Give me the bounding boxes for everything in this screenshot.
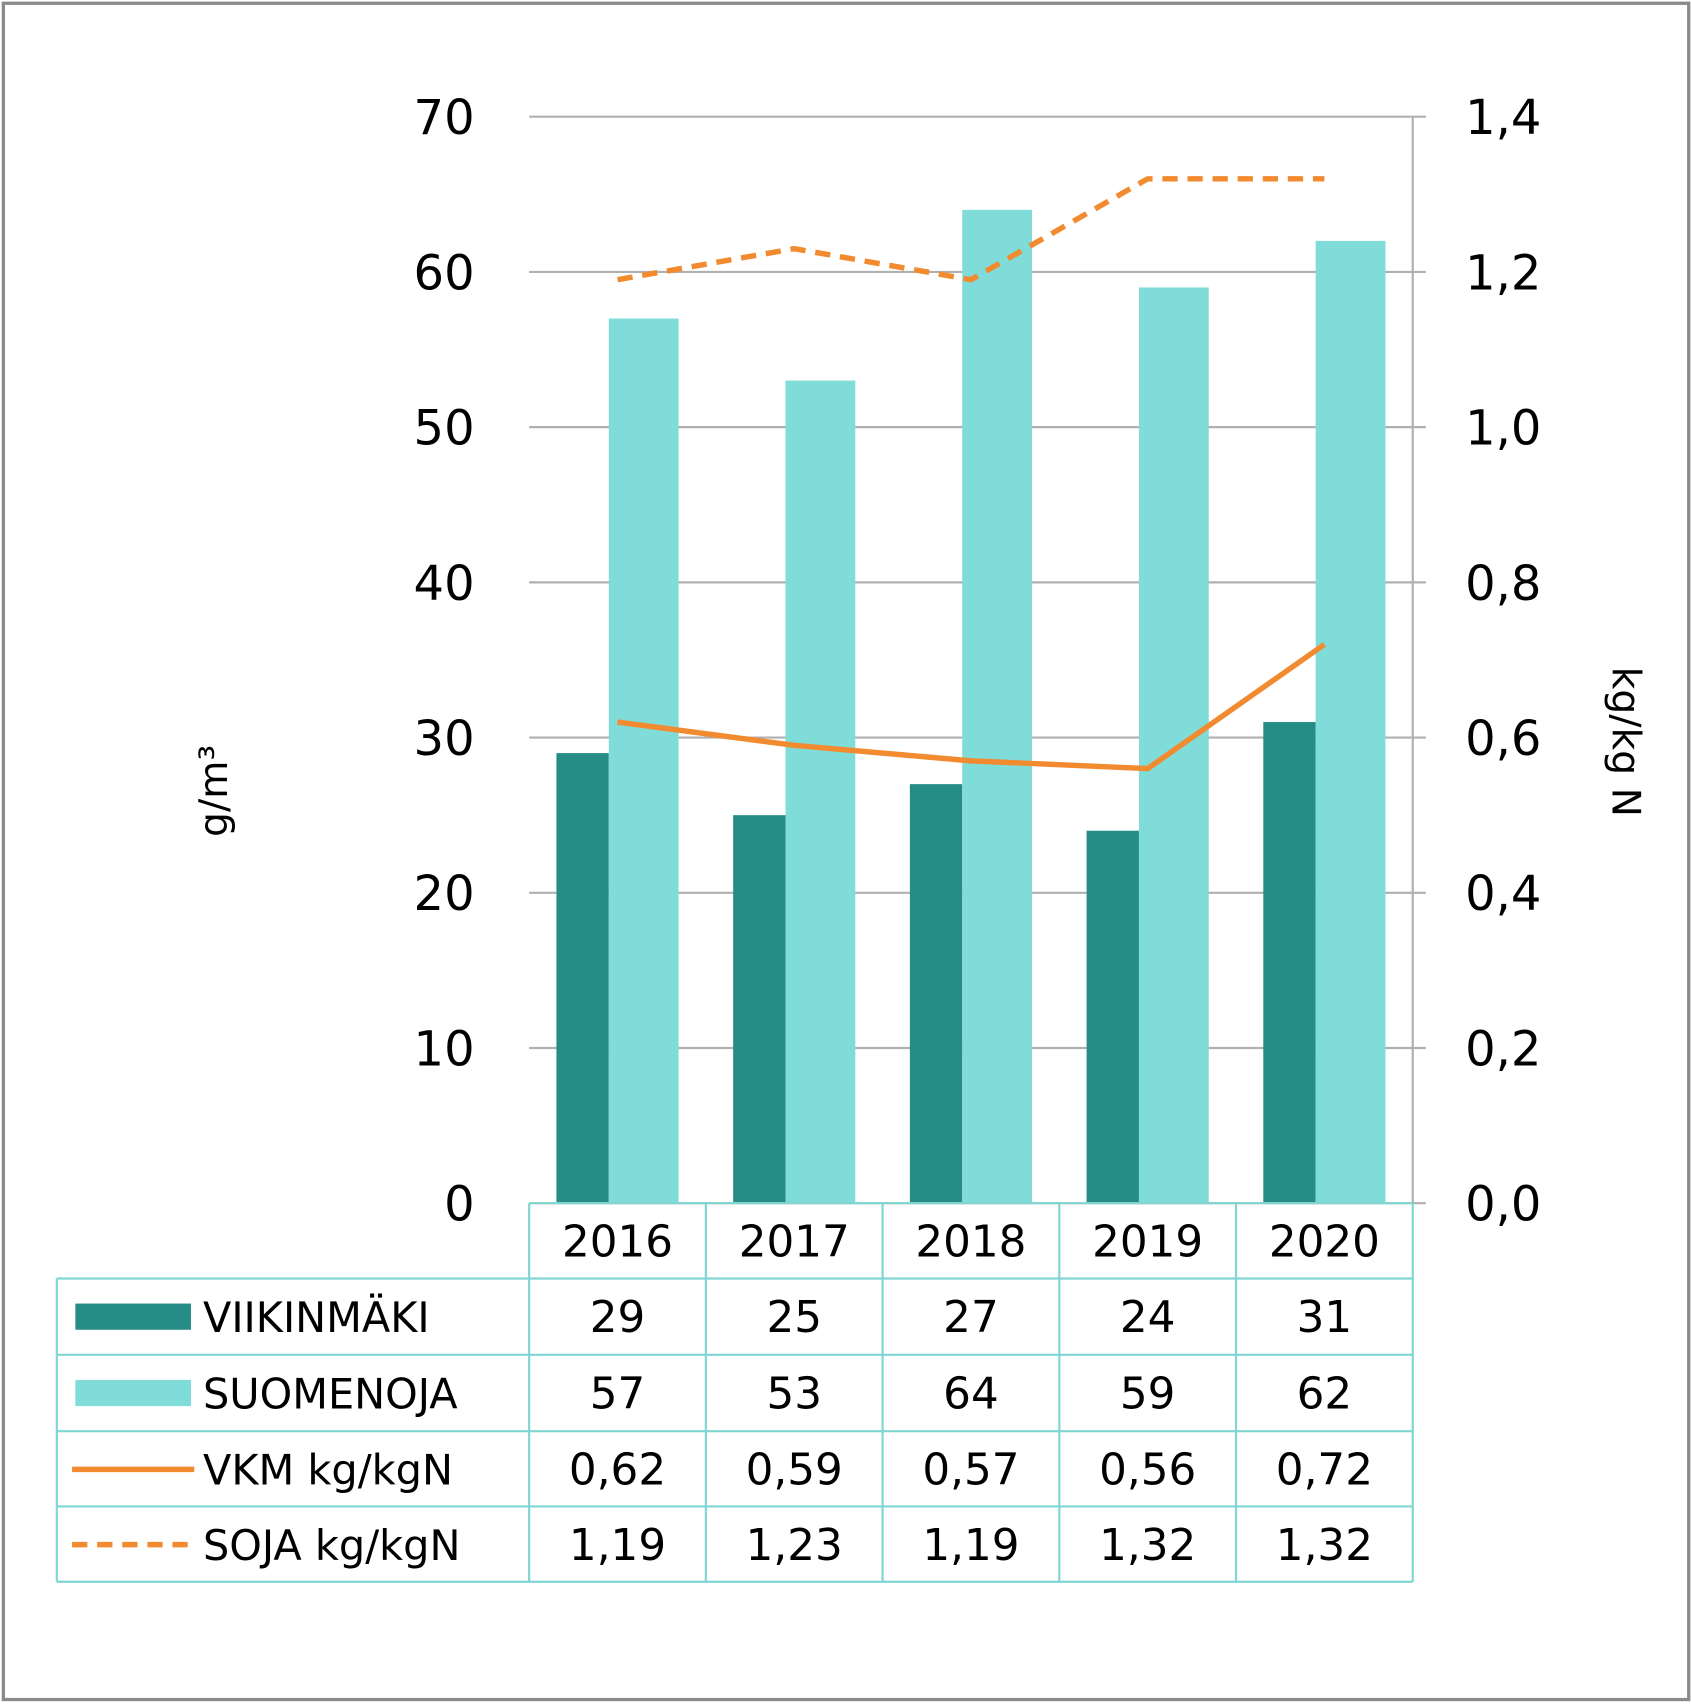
y2-tick-label: 0,0 xyxy=(1465,1177,1541,1233)
x-tick-label: 2017 xyxy=(739,1218,850,1268)
data-label: 53 xyxy=(766,1369,822,1419)
data-label: 1,32 xyxy=(1099,1521,1196,1571)
x-tick-label: 2020 xyxy=(1269,1218,1380,1268)
y-tick-label: 20 xyxy=(414,866,475,922)
data-label: 27 xyxy=(943,1293,999,1343)
y-tick-label: 40 xyxy=(414,556,475,612)
data-table: 2016 2017 2018 2019 2020 VIIKINMÄKI 29 25 27 24 31… xyxy=(55,1202,1414,1583)
x-tick-label: 2016 xyxy=(562,1218,673,1268)
data-label: 59 xyxy=(1120,1369,1176,1419)
bar-viikinm-ki xyxy=(1086,830,1139,1204)
legend-label: VKM kg/kgN xyxy=(203,1447,453,1495)
bar-suomenoja xyxy=(962,209,1033,1204)
y-tick-label: 30 xyxy=(414,711,475,767)
y2-tick-label: 0,2 xyxy=(1465,1021,1541,1077)
line-soja-kg-kgn xyxy=(617,176,1325,283)
bar-viikinm-ki xyxy=(909,784,963,1204)
bar-viikinm-ki xyxy=(733,815,786,1204)
legend-label: SOJA kg/kgN xyxy=(203,1522,461,1570)
data-label: 0,72 xyxy=(1276,1446,1373,1496)
bar-suomenoja xyxy=(608,318,679,1204)
bar-viikinm-ki xyxy=(1263,722,1316,1204)
data-label: 1,32 xyxy=(1276,1521,1373,1571)
data-label: 0,57 xyxy=(922,1446,1019,1496)
y2-tick-label: 0,4 xyxy=(1465,866,1541,922)
x-tick-label: 2019 xyxy=(1092,1218,1203,1268)
data-label: 31 xyxy=(1297,1293,1353,1343)
bar-suomenoja xyxy=(785,380,856,1204)
x-tick-label: 2018 xyxy=(915,1218,1026,1268)
data-label: 1,19 xyxy=(569,1521,666,1571)
y-tick-label: 50 xyxy=(414,401,475,457)
y2-tick-label: 1,0 xyxy=(1465,401,1541,457)
y-tick-label: 0 xyxy=(444,1177,475,1233)
y-tick-label: 60 xyxy=(414,245,475,301)
data-label: 24 xyxy=(1120,1293,1176,1343)
line-vkm-kg-kgn xyxy=(617,642,1326,772)
bars xyxy=(556,209,1386,1204)
y2-tick-label: 1,2 xyxy=(1465,245,1541,301)
data-label: 1,23 xyxy=(746,1521,843,1571)
data-label: 0,56 xyxy=(1099,1446,1196,1496)
data-label: 0,59 xyxy=(746,1446,843,1496)
y2-axis-title: kg/kg N xyxy=(1602,667,1647,817)
data-label: 62 xyxy=(1297,1369,1353,1419)
legend-swatch xyxy=(75,1379,191,1407)
lines xyxy=(617,176,1326,772)
bar-viikinm-ki xyxy=(556,753,609,1204)
y-axis-title: g/m³ xyxy=(192,745,237,837)
legend-swatch xyxy=(75,1303,191,1330)
y-tick-label: 70 xyxy=(414,90,475,146)
data-label: 1,19 xyxy=(922,1521,1019,1571)
data-label: 64 xyxy=(943,1369,999,1419)
bar-suomenoja xyxy=(1138,287,1209,1204)
data-label: 25 xyxy=(766,1293,822,1343)
legend-label: VIIKINMÄKI xyxy=(203,1294,430,1342)
data-label: 0,62 xyxy=(569,1446,666,1496)
data-label: 57 xyxy=(590,1369,646,1419)
legend-label: SUOMENOJA xyxy=(203,1370,458,1418)
y2-tick-label: 0,6 xyxy=(1465,711,1541,767)
data-label: 29 xyxy=(590,1293,646,1343)
y2-tick-label: 1,4 xyxy=(1465,90,1541,146)
y-tick-label: 10 xyxy=(414,1021,475,1077)
bar-suomenoja xyxy=(1315,240,1386,1204)
y2-tick-label: 0,8 xyxy=(1465,556,1541,612)
